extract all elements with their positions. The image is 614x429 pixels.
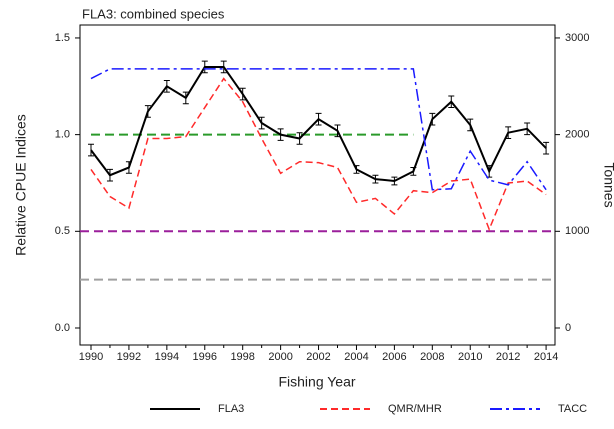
- y2-tick-label: 1000: [565, 225, 589, 237]
- legend-label: FLA3: [218, 403, 244, 415]
- error-bar: [125, 161, 132, 174]
- y-tick-label: 0.0: [55, 322, 70, 334]
- error-bar: [410, 167, 417, 176]
- legend-label: TACC: [558, 403, 587, 415]
- x-tick-label: 2004: [344, 351, 368, 363]
- error-bar: [429, 112, 436, 126]
- y-tick-label: 0.5: [55, 225, 70, 237]
- error-bar: [106, 168, 113, 182]
- error-bar: [163, 79, 170, 93]
- x-tick-label: 2000: [268, 351, 292, 363]
- x-tick-label: 2008: [420, 351, 444, 363]
- error-bar: [505, 126, 512, 139]
- x-tick-label: 2002: [306, 351, 330, 363]
- error-bar: [543, 141, 550, 155]
- y-axis-label: Relative CPUE Indices: [13, 114, 29, 256]
- x-tick-label: 2006: [382, 351, 406, 363]
- error-bar: [334, 124, 341, 138]
- y2-tick-label: 0: [565, 322, 571, 334]
- x-tick-label: 1998: [230, 351, 254, 363]
- x-tick-label: 2014: [534, 351, 558, 363]
- error-bar: [201, 60, 208, 74]
- error-bar: [524, 122, 531, 136]
- x-tick-label: 1990: [79, 351, 103, 363]
- x-tick-label: 2012: [496, 351, 520, 363]
- error-bar: [315, 112, 322, 126]
- series-line: [90, 77, 547, 232]
- x-tick-label: 1996: [193, 351, 217, 363]
- y-tick-label: 1.5: [55, 32, 70, 44]
- x-tick-label: 1992: [117, 351, 141, 363]
- plot-frame: [79, 24, 556, 346]
- x-axis-label: Fishing Year: [278, 374, 355, 390]
- error-bar: [391, 176, 398, 186]
- error-bar: [353, 165, 360, 174]
- y-tick-label: 1.0: [55, 129, 70, 141]
- error-bar: [87, 143, 94, 157]
- error-bar: [372, 174, 379, 184]
- y2-tick-label: 2000: [565, 129, 589, 141]
- y2-axis-label: Tonnes: [601, 162, 614, 207]
- error-bar: [182, 91, 189, 105]
- error-bar: [258, 116, 265, 130]
- x-tick-label: 1994: [155, 351, 179, 363]
- error-bar: [277, 128, 284, 141]
- y2-tick-label: 3000: [565, 32, 589, 44]
- legend-label: QMR/MHR: [388, 403, 442, 415]
- chart-title: FLA3: combined species: [82, 6, 225, 21]
- error-bar: [296, 132, 303, 145]
- series-line: [90, 68, 547, 191]
- error-bar: [220, 60, 227, 74]
- x-tick-label: 2010: [458, 351, 482, 363]
- error-bar: [239, 87, 246, 101]
- error-bar: [467, 118, 474, 132]
- error-bar: [144, 105, 151, 118]
- error-bar: [448, 95, 455, 109]
